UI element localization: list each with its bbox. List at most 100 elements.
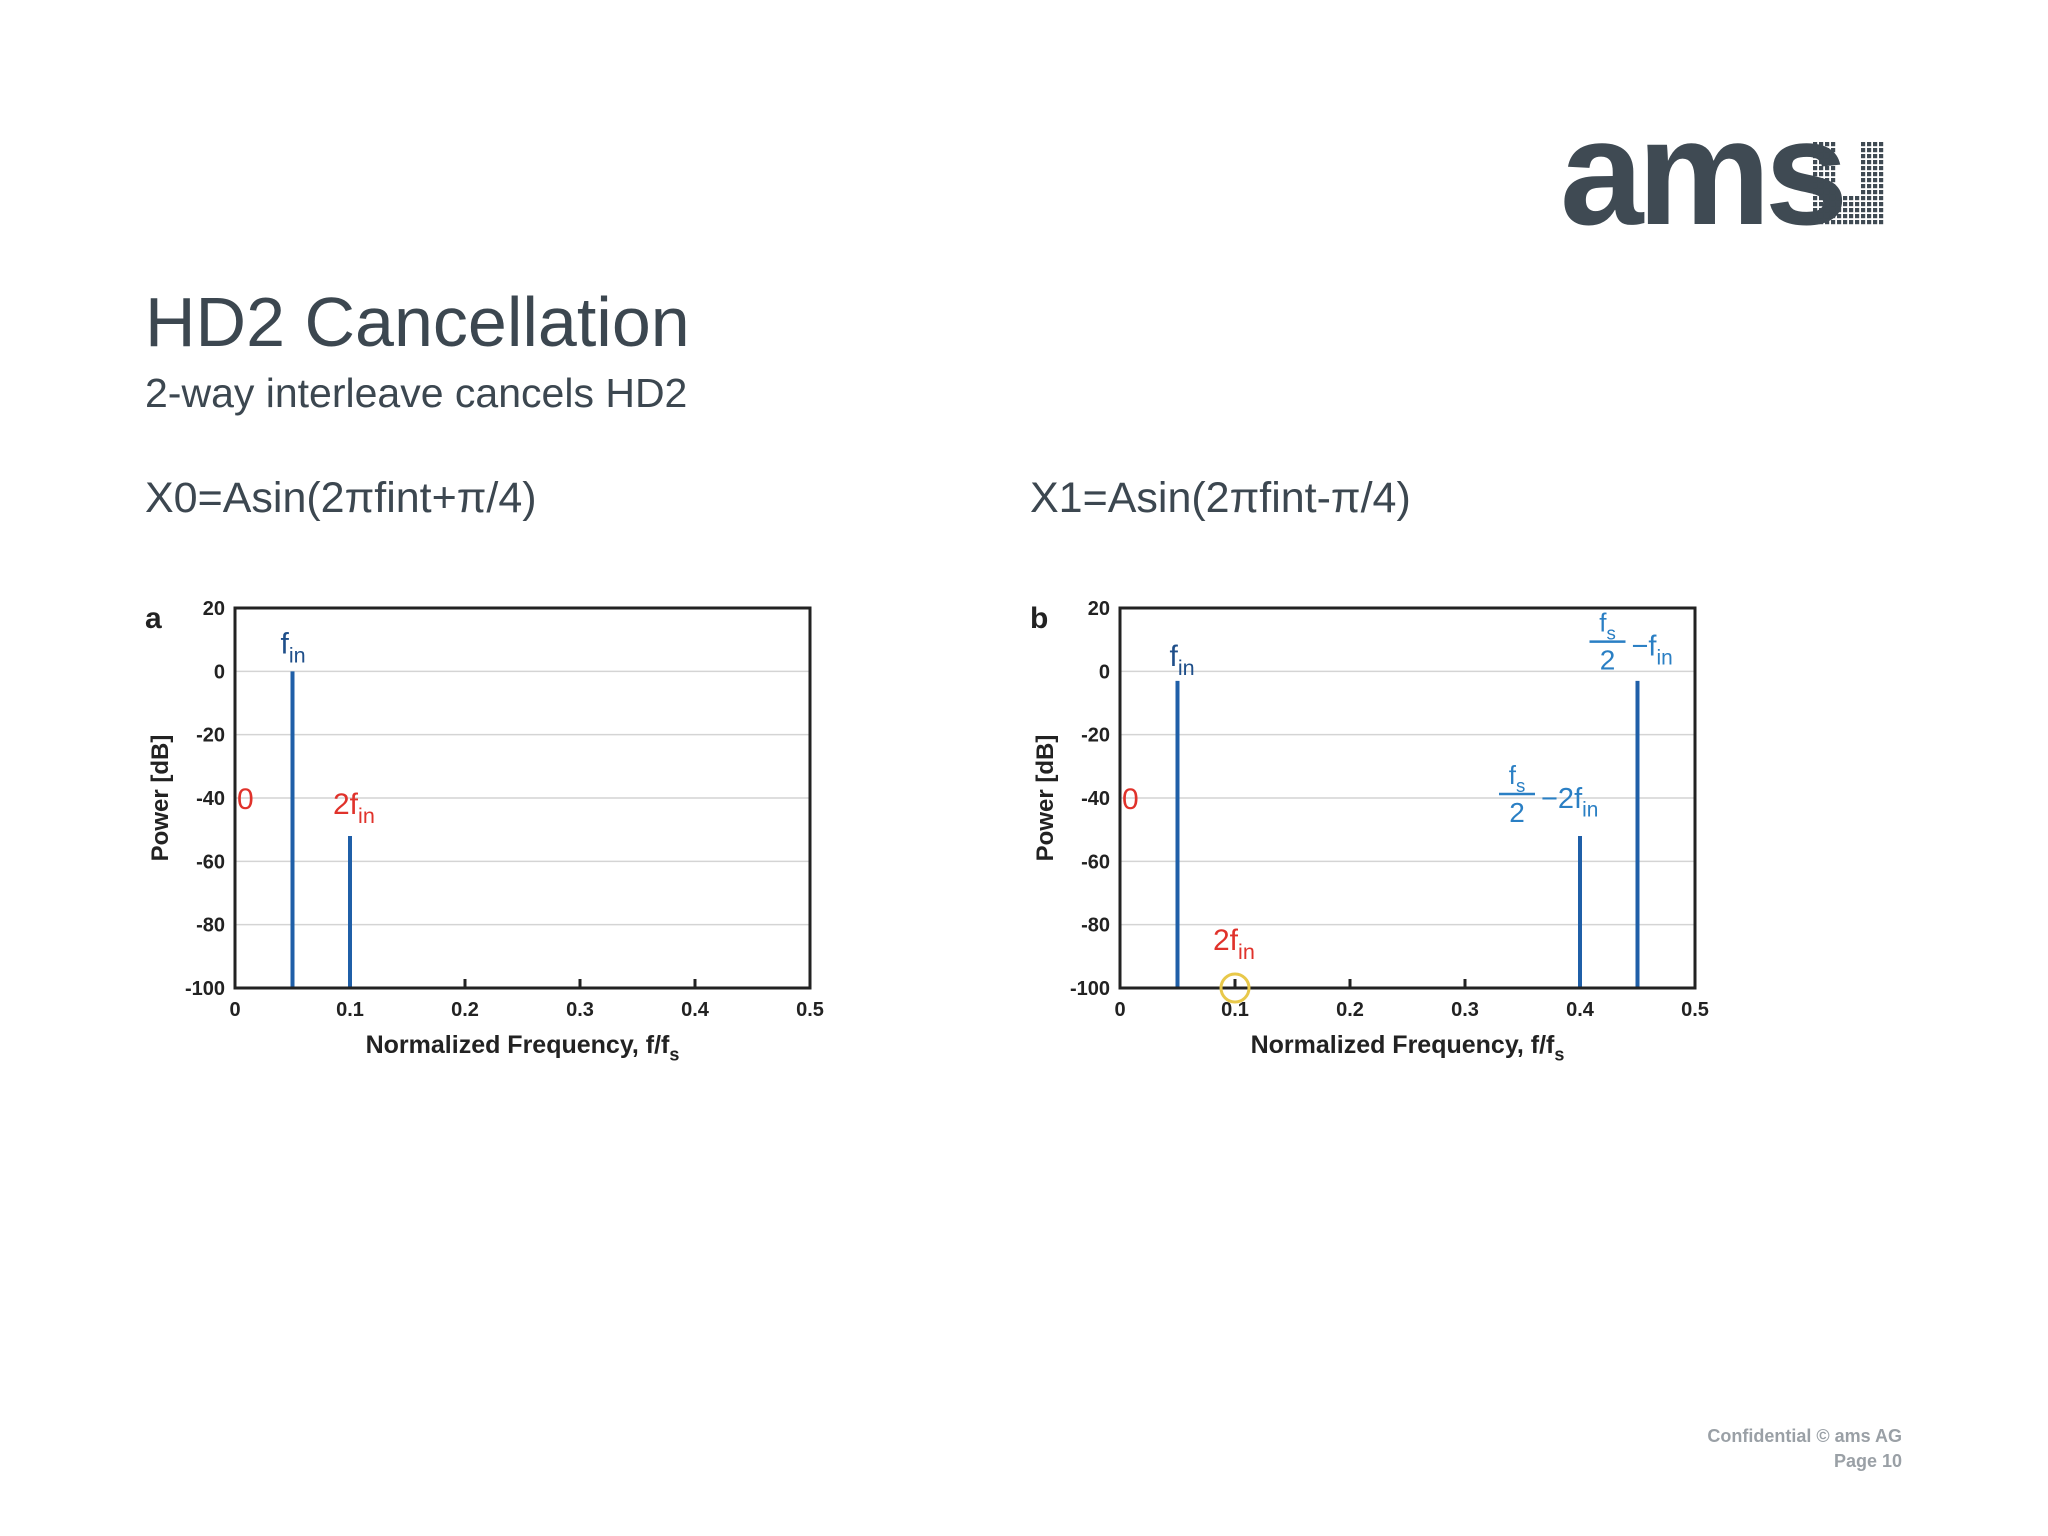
logo-dot bbox=[1867, 220, 1872, 225]
logo-dot bbox=[1819, 184, 1824, 189]
logo-dot bbox=[1873, 214, 1878, 219]
logo-dot bbox=[1867, 172, 1872, 177]
y-tick-label: -80 bbox=[196, 915, 225, 937]
logo-dot bbox=[1867, 208, 1872, 213]
x-axis-label: Normalized Frequency, f/fs bbox=[366, 1031, 680, 1065]
logo-dot bbox=[1825, 154, 1830, 159]
logo-dot bbox=[1819, 148, 1824, 153]
logo-dot bbox=[1825, 196, 1830, 201]
x-tick-label: 0.5 bbox=[1681, 999, 1709, 1021]
logo-dot bbox=[1837, 208, 1842, 213]
y-tick-label: -100 bbox=[1070, 978, 1110, 1000]
logo-dot bbox=[1819, 196, 1824, 201]
logo-dot bbox=[1873, 148, 1878, 153]
y-tick-label: -60 bbox=[196, 851, 225, 873]
fraction-numerator: fs bbox=[1509, 760, 1526, 796]
logo-dot bbox=[1825, 166, 1830, 171]
x-tick-label: 0.5 bbox=[796, 999, 824, 1021]
logo-dot bbox=[1861, 202, 1866, 207]
logo-dot bbox=[1879, 196, 1884, 201]
plot-frame bbox=[1118, 606, 1697, 990]
logo-dot bbox=[1825, 178, 1830, 183]
slide-title: HD2 Cancellation bbox=[145, 283, 690, 361]
fraction-rest: −2fin bbox=[1541, 783, 1598, 822]
logo-dot bbox=[1843, 208, 1848, 213]
logo-dot bbox=[1861, 172, 1866, 177]
y-axis-label: Power [dB] bbox=[1032, 735, 1059, 862]
logo-dot bbox=[1861, 208, 1866, 213]
logo-dot bbox=[1819, 220, 1824, 225]
logo-dot bbox=[1825, 202, 1830, 207]
y-tick-label: -40 bbox=[1081, 788, 1110, 810]
logo-dot bbox=[1879, 154, 1884, 159]
logo-dot bbox=[1873, 184, 1878, 189]
red-zero-marker: 0 bbox=[1122, 783, 1139, 816]
logo-dot bbox=[1861, 154, 1866, 159]
fin-label: fin bbox=[281, 627, 306, 667]
logo-dot bbox=[1867, 154, 1872, 159]
equation-left: X0=Asin(2πfint+π/4) bbox=[145, 474, 537, 522]
logo-dot bbox=[1879, 160, 1884, 165]
logo-dot bbox=[1831, 190, 1836, 195]
logo-dot bbox=[1831, 172, 1836, 177]
logo-dot bbox=[1849, 196, 1854, 201]
x-tick-label: 0.2 bbox=[451, 999, 479, 1021]
logo-dot bbox=[1861, 184, 1866, 189]
x-tick-label: 0 bbox=[229, 999, 240, 1021]
logo-dot bbox=[1861, 178, 1866, 183]
hd2-label: 2fin bbox=[1213, 924, 1255, 964]
slide-subtitle: 2-way interleave cancels HD2 bbox=[145, 370, 688, 416]
logo-dot bbox=[1837, 220, 1842, 225]
logo-dot bbox=[1879, 142, 1884, 147]
logo-dot bbox=[1831, 220, 1836, 225]
x-tick-label: 0.1 bbox=[1221, 999, 1249, 1021]
logo-dot bbox=[1831, 184, 1836, 189]
y-axis-label: Power [dB] bbox=[147, 735, 174, 862]
logo-dot bbox=[1879, 220, 1884, 225]
logo-dot bbox=[1831, 214, 1836, 219]
logo-dot bbox=[1879, 166, 1884, 171]
logo-dot bbox=[1855, 208, 1860, 213]
logo-dot bbox=[1819, 178, 1824, 183]
logo-dot bbox=[1831, 202, 1836, 207]
y-tick-label: 20 bbox=[203, 598, 225, 620]
logo-dot bbox=[1813, 166, 1818, 171]
logo-dot bbox=[1813, 208, 1818, 213]
logo-dot bbox=[1813, 154, 1818, 159]
fraction-numerator: fs bbox=[1599, 608, 1616, 644]
logo-dot bbox=[1813, 172, 1818, 177]
logo-dot bbox=[1825, 184, 1830, 189]
logo-dot bbox=[1837, 202, 1842, 207]
y-tick-label: 0 bbox=[1099, 661, 1110, 683]
logo-dot bbox=[1849, 202, 1854, 207]
logo-dot bbox=[1879, 148, 1884, 153]
logo-dot bbox=[1825, 208, 1830, 213]
logo-dot bbox=[1873, 196, 1878, 201]
logo-dot bbox=[1873, 202, 1878, 207]
fraction-rest: −fin bbox=[1632, 631, 1673, 670]
logo-dot bbox=[1831, 154, 1836, 159]
logo-dot bbox=[1873, 172, 1878, 177]
logo-dot bbox=[1825, 148, 1830, 153]
footer: Confidential © ams AG Page 10 bbox=[1707, 1424, 1902, 1474]
y-tick-label: -60 bbox=[1081, 851, 1110, 873]
y-tick-label: -80 bbox=[1081, 915, 1110, 937]
logo-dot bbox=[1873, 142, 1878, 147]
x-tick-label: 0 bbox=[1114, 999, 1125, 1021]
logo-dot bbox=[1813, 202, 1818, 207]
logo-dot bbox=[1861, 160, 1866, 165]
panel-label: b bbox=[1030, 602, 1048, 635]
logo-dot bbox=[1831, 148, 1836, 153]
y-tick-label: -20 bbox=[196, 725, 225, 747]
logo-dot bbox=[1819, 202, 1824, 207]
logo-dot bbox=[1861, 214, 1866, 219]
logo-dot bbox=[1831, 178, 1836, 183]
logo-dot bbox=[1831, 142, 1836, 147]
logo-dot bbox=[1825, 142, 1830, 147]
x-tick-label: 0.4 bbox=[681, 999, 710, 1021]
logo-dot bbox=[1855, 220, 1860, 225]
logo-dot bbox=[1879, 178, 1884, 183]
y-tick-label: -100 bbox=[185, 978, 225, 1000]
y-tick-label: -40 bbox=[196, 788, 225, 810]
logo-dot bbox=[1867, 166, 1872, 171]
